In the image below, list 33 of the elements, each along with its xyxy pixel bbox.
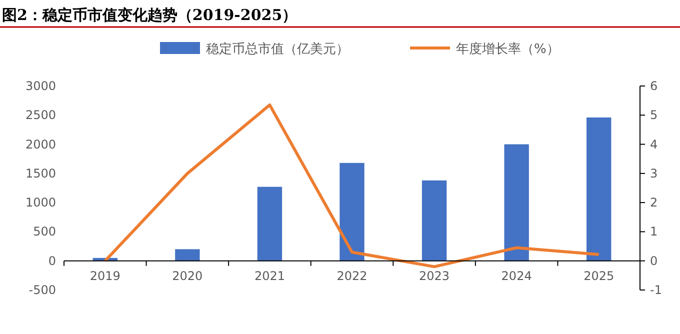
legend-label: 稳定币总市值（亿美元）: [206, 41, 349, 57]
bar: [586, 117, 612, 261]
y-tick-label: 1500: [25, 166, 56, 180]
y-tick-label: 1000: [25, 196, 56, 210]
y2-tick-label: 3: [650, 166, 658, 180]
x-tick-label: 2020: [172, 268, 203, 283]
y2-tick-label: -1: [650, 283, 662, 297]
y-tick-label: 2000: [25, 137, 56, 152]
y2-tick-label: 1: [650, 224, 658, 239]
bar: [340, 162, 364, 261]
x-tick-label: 2022: [336, 268, 368, 283]
x-tick-label: 2024: [501, 268, 532, 283]
x-tick-label: 2019: [90, 268, 120, 283]
bar: [504, 144, 529, 261]
bar: [175, 249, 200, 261]
x-tick-label: 2025: [584, 268, 614, 283]
y-tick-label: 500: [33, 224, 56, 239]
y-tick-label: 2500: [25, 108, 56, 122]
y2-tick-label: 0: [650, 254, 658, 268]
y2-tick-label: 4: [650, 137, 658, 152]
bar: [422, 180, 447, 261]
y2-tick-label: 5: [650, 108, 658, 122]
y-tick-label: -500: [28, 283, 56, 297]
y2-tick-label: 6: [650, 79, 658, 93]
y-tick-label: 0: [48, 254, 56, 268]
bar: [257, 186, 282, 261]
legend-label: 年度增长率（%）: [456, 41, 560, 57]
x-tick-label: 2021: [254, 268, 285, 283]
chart-title: 图2：稳定币市值变化趋势（2019-2025）: [2, 6, 298, 24]
y2-tick-label: 2: [650, 196, 658, 210]
line-series: [104, 103, 600, 268]
y-tick-label: 3000: [25, 79, 56, 93]
x-tick-label: 2023: [419, 268, 450, 283]
